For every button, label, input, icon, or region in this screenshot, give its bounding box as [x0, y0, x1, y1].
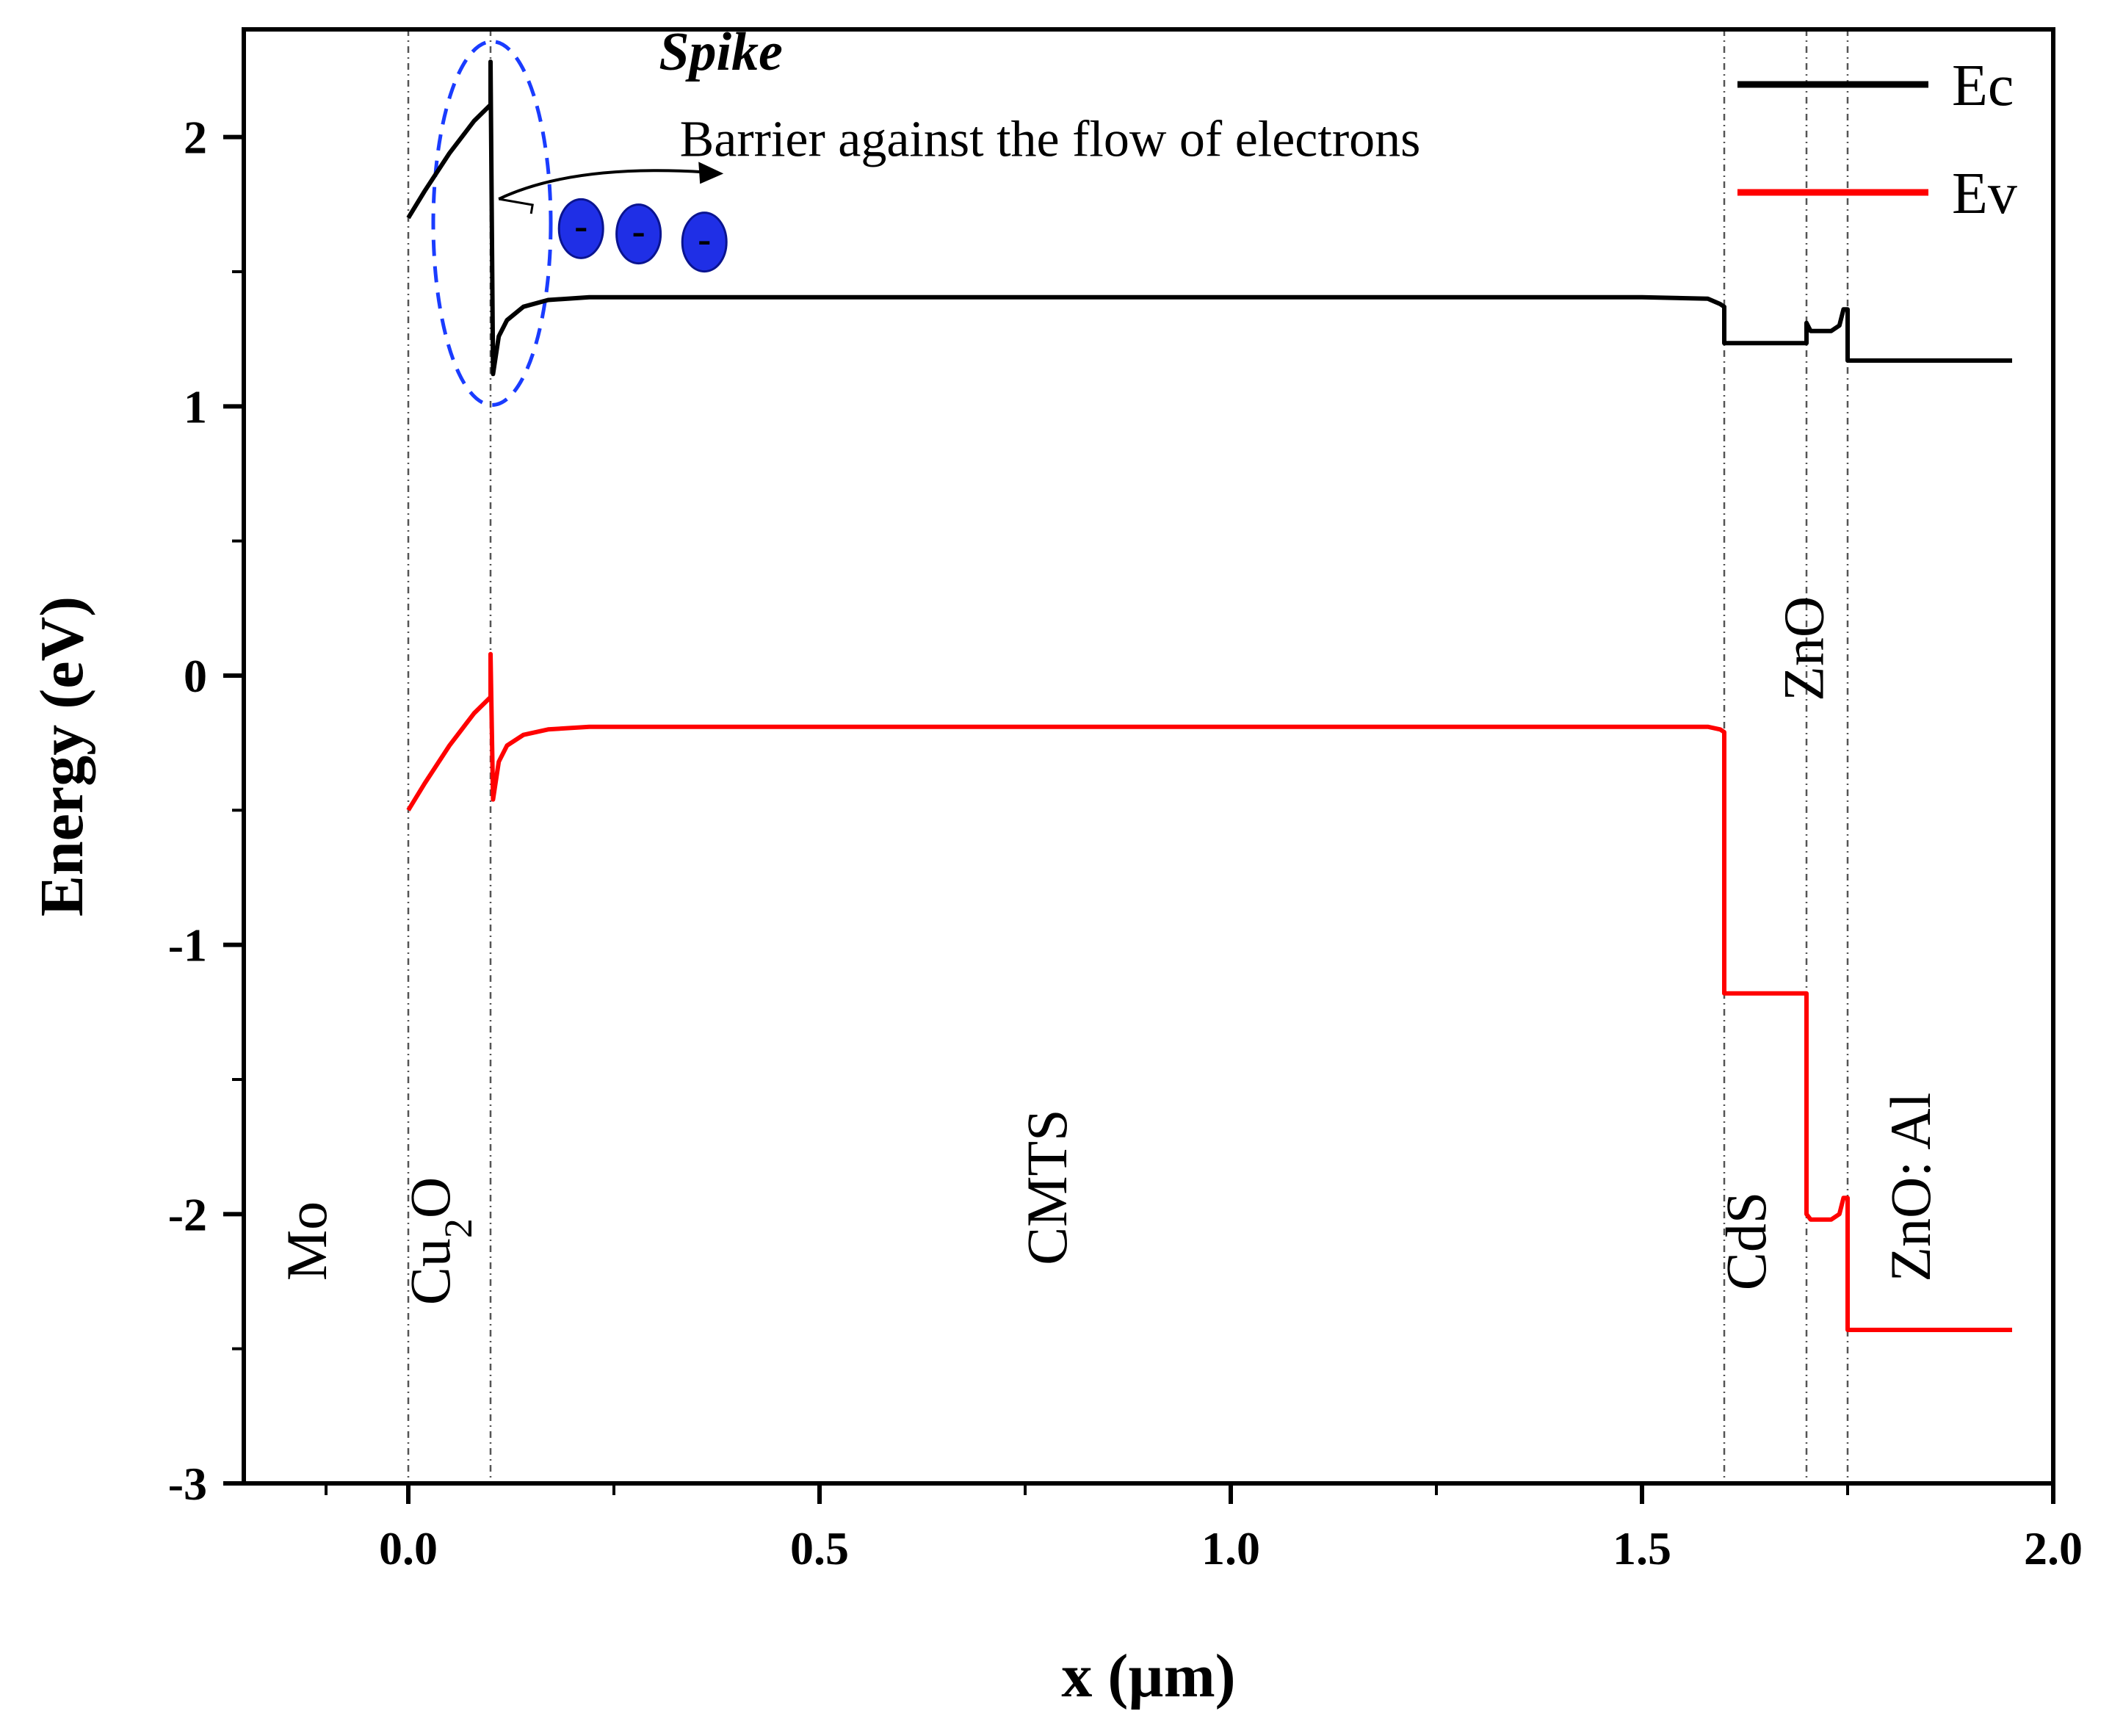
series-line-ec [406, 59, 2012, 377]
y-tick-label: -1 [168, 919, 207, 972]
layer-label-4: ZnO [1771, 596, 1835, 701]
layer-label-tail: O [398, 1177, 462, 1218]
legend-label-ec: Ec [1952, 54, 2014, 118]
x-tick-label: 0.5 [790, 1522, 849, 1574]
y-tick-label: -2 [168, 1188, 207, 1240]
layer-label-1: Cu2O [398, 1177, 480, 1305]
annotation-arrowhead [698, 162, 724, 184]
legend: Ec Ev [1737, 54, 2017, 226]
series-lines [406, 59, 2012, 1332]
layer-labels: Mo Cu2O CMTS CdS ZnO ZnO: Al [275, 596, 1942, 1305]
annotation-arrow [498, 169, 705, 200]
annotation-title: Spike [659, 22, 783, 82]
y-tick-label: 0 [184, 650, 207, 702]
y-tick-label: 1 [184, 380, 207, 433]
annotation-text: Barrier against the flow of electrons [680, 111, 1421, 167]
electron-sign-0: - [574, 203, 587, 247]
plot-frame [242, 27, 2055, 1486]
y-tick-label: -3 [168, 1458, 207, 1510]
layer-label-5: ZnO: Al [1878, 1093, 1942, 1282]
electron-2 [681, 211, 728, 273]
series-line-ev [406, 651, 2012, 1332]
y-axis-title: Energy (eV) [28, 596, 96, 916]
layer-label-0: Mo [275, 1201, 339, 1281]
y-tick-label: 2 [184, 112, 207, 164]
x-tick-label: 0.0 [379, 1522, 438, 1574]
electron-0 [557, 198, 604, 259]
electron-sign-1: - [632, 209, 645, 253]
spike-ellipse [431, 40, 553, 407]
x-axis-title: x (µm) [1061, 1642, 1235, 1710]
x-tick-label: 1.5 [1613, 1522, 1671, 1574]
electron-sign-2: - [698, 217, 711, 261]
layer-label-3: CdS [1714, 1192, 1778, 1290]
electron-1 [615, 203, 662, 265]
legend-label-ev: Ev [1952, 162, 2017, 226]
layer-label-2: CMTS [1015, 1109, 1079, 1265]
spike-highlight [431, 40, 553, 407]
x-tick-label: 1.0 [1201, 1522, 1260, 1574]
annotation-angle-mark [498, 198, 534, 214]
spike-annotation: Spike Barrier against the flow of electro… [498, 22, 1421, 273]
x-tick-label: 2.0 [2024, 1522, 2083, 1574]
layer-label-subscript: 2 [436, 1218, 480, 1238]
